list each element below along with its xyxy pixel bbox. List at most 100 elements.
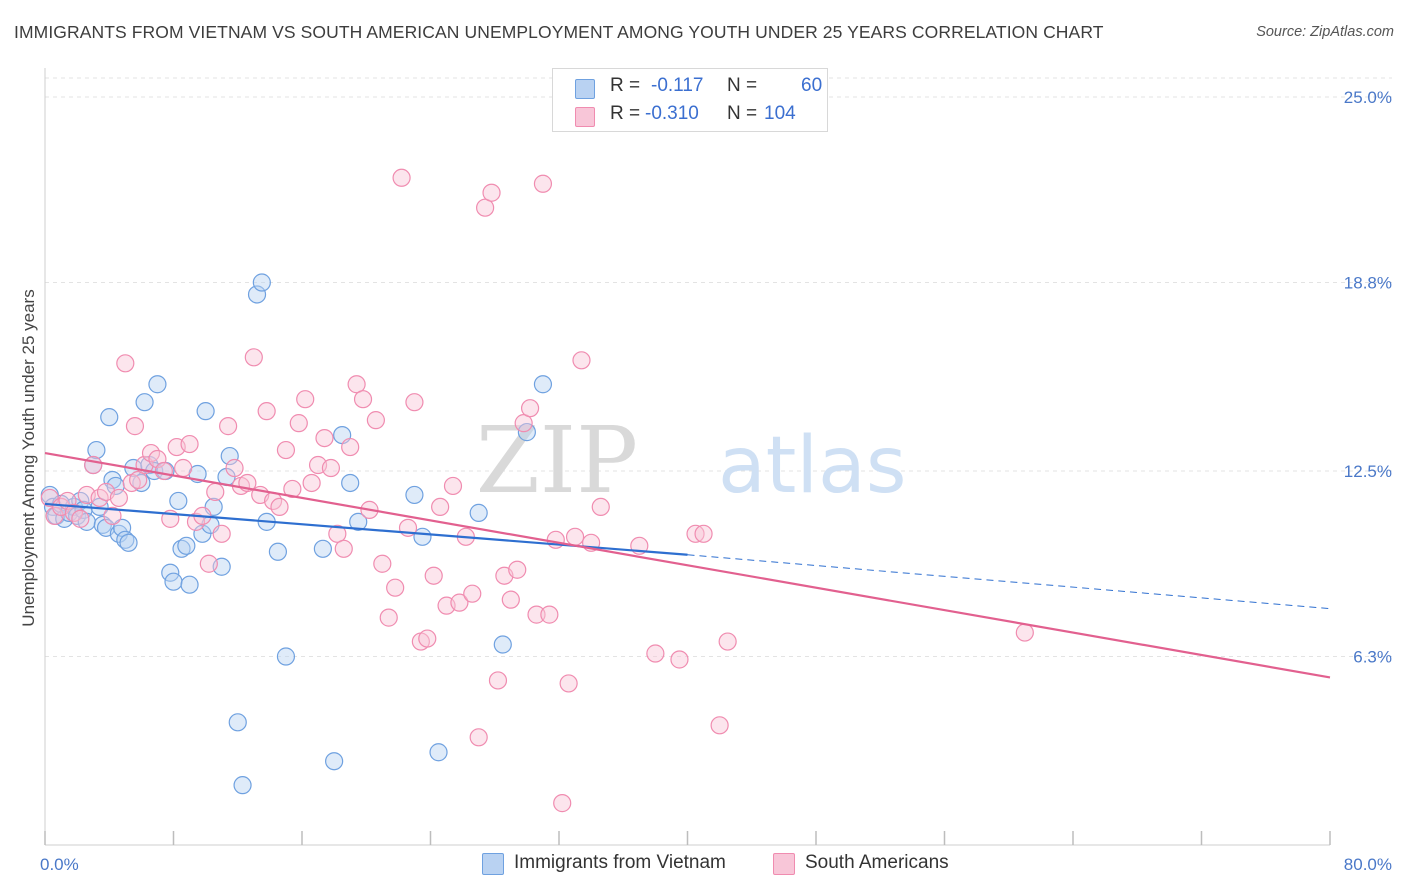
data-point-south-americans	[718, 632, 737, 651]
data-point-south-americans	[373, 554, 392, 573]
y-tick-label: 18.8%	[1344, 274, 1392, 293]
data-point-south-americans	[71, 509, 90, 528]
data-point-south-americans	[315, 428, 334, 448]
data-point-vietnam	[493, 635, 512, 654]
source-note: Source: ZipAtlas.com	[1256, 24, 1394, 40]
y-tick-label: 25.0%	[1344, 88, 1392, 107]
data-point-south-americans	[559, 674, 578, 693]
series-south-americans-points	[40, 168, 1034, 813]
legend-r-value: -0.117	[651, 75, 704, 96]
legend-label-south-americans: South Americans	[805, 852, 949, 873]
legend-n-value: 60	[801, 75, 823, 96]
data-point-south-americans	[103, 506, 122, 525]
data-point-south-americans	[418, 629, 437, 648]
x-tick-label: 0.0%	[40, 855, 79, 874]
data-point-vietnam	[325, 752, 344, 771]
data-point-south-americans	[206, 482, 225, 502]
trend-lines	[44, 451, 1331, 679]
data-point-south-americans	[328, 524, 347, 543]
data-point-vietnam	[196, 402, 215, 421]
legend-n-value: 104	[764, 103, 796, 124]
data-point-south-americans	[533, 174, 553, 193]
data-point-south-americans	[276, 440, 296, 460]
legend-label-vietnam: Immigrants from Vietnam	[514, 852, 726, 873]
data-point-south-americans	[353, 390, 373, 409]
data-point-vietnam	[228, 713, 247, 732]
legend-n-label: N =	[727, 75, 758, 96]
data-point-south-americans	[431, 497, 450, 517]
data-point-vietnam	[132, 473, 151, 493]
data-point-vietnam	[177, 536, 196, 555]
data-point-vietnam	[169, 491, 188, 511]
data-point-south-americans	[710, 716, 729, 735]
data-point-south-americans	[347, 375, 366, 394]
x-tick-label: 80.0%	[1344, 855, 1392, 874]
data-point-south-americans	[501, 590, 520, 609]
data-point-south-americans	[488, 671, 508, 690]
data-point-vietnam	[148, 375, 167, 394]
data-point-south-americans	[646, 644, 665, 663]
data-point-south-americans	[540, 605, 559, 624]
data-point-south-americans	[270, 497, 289, 517]
data-point-south-americans	[392, 168, 411, 187]
data-point-vietnam	[135, 393, 154, 412]
data-point-south-americans	[244, 348, 263, 367]
data-point-south-americans	[694, 524, 713, 543]
data-point-south-americans	[296, 390, 315, 409]
data-point-vietnam	[276, 647, 296, 666]
tick-labels: 6.3% 12.5% 18.8% 25.0% 0.0% 80.0%	[40, 88, 1392, 874]
data-point-vietnam	[469, 503, 488, 522]
data-point-south-americans	[129, 470, 148, 490]
chart-title: IMMIGRANTS FROM VIETNAM VS SOUTH AMERICA…	[14, 22, 1104, 42]
y-tick-label: 12.5%	[1344, 462, 1392, 481]
data-point-south-americans	[565, 527, 585, 546]
data-point-south-americans	[109, 488, 128, 508]
watermark: ZIP atlas	[476, 407, 907, 514]
data-point-south-americans	[514, 414, 533, 433]
data-point-vietnam	[220, 446, 239, 466]
data-point-south-americans	[476, 198, 495, 217]
legend-row-vietnam: R = -0.117 N = 60	[553, 73, 827, 103]
data-point-vietnam	[116, 530, 135, 549]
data-point-south-americans	[527, 605, 546, 624]
data-point-vietnam	[87, 440, 106, 460]
data-point-south-americans	[45, 506, 64, 525]
data-point-vietnam	[247, 285, 267, 304]
data-point-south-americans	[289, 414, 308, 433]
data-point-vietnam	[164, 572, 183, 591]
data-point-south-americans	[443, 476, 463, 496]
trend-line-south-americans	[44, 451, 1331, 679]
legend-r-label: R =	[610, 103, 641, 124]
data-point-vietnam	[349, 512, 368, 531]
legend-n-label: N =	[727, 103, 758, 124]
legend-swatch-pink	[773, 853, 795, 875]
data-point-vietnam	[172, 539, 191, 558]
y-axis-label: Unemployment Among Youth under 25 years	[19, 289, 38, 626]
data-point-south-americans	[84, 455, 103, 475]
legend-r-value: -0.310	[645, 103, 699, 124]
data-point-vietnam	[405, 485, 424, 505]
y-tick-label: 6.3%	[1353, 648, 1392, 667]
data-point-south-americans	[405, 393, 424, 412]
data-point-south-americans	[180, 434, 199, 454]
data-point-south-americans	[469, 728, 488, 747]
data-point-vietnam	[341, 473, 360, 493]
data-point-south-americans	[424, 566, 443, 585]
data-point-south-americans	[225, 458, 244, 478]
data-point-south-americans	[321, 458, 341, 478]
data-point-south-americans	[379, 608, 398, 627]
data-point-south-americans	[1015, 623, 1034, 642]
data-point-south-americans	[591, 497, 610, 517]
data-point-vietnam	[233, 776, 252, 795]
data-point-vietnam	[268, 542, 288, 561]
data-point-vietnam	[119, 533, 138, 552]
data-point-south-americans	[450, 593, 469, 612]
data-point-south-americans	[219, 417, 238, 436]
legend-r-label: R =	[610, 75, 641, 96]
axes	[44, 68, 1331, 846]
data-point-south-americans	[670, 650, 689, 669]
data-point-vietnam	[429, 743, 448, 762]
legend-swatch-blue	[482, 853, 504, 875]
data-point-vietnam	[100, 408, 119, 427]
